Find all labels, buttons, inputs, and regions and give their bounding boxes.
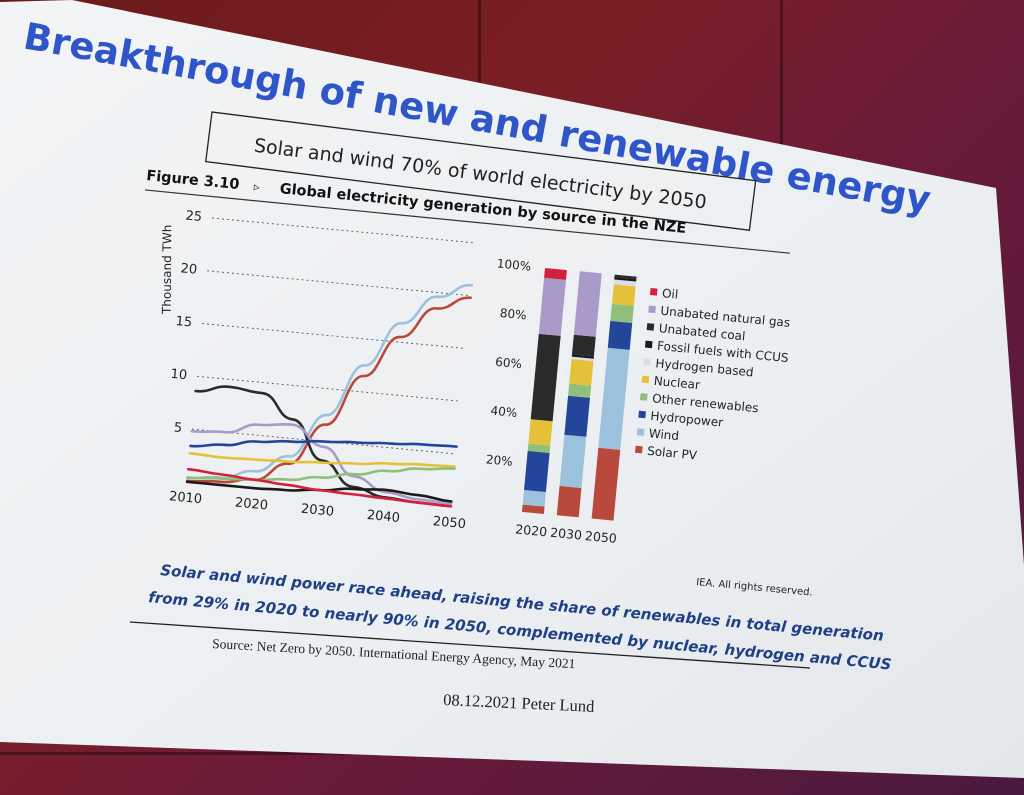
y-tick-label: 15 [175, 314, 193, 330]
x-tick-label: 2010 [168, 489, 202, 507]
legend-swatch-oil [649, 288, 658, 296]
bar-y-tick-label: 20% [485, 452, 513, 468]
bar-segment-solar-pv [591, 447, 621, 521]
legend-label: Wind [648, 426, 679, 443]
series-line-hydropower [189, 439, 458, 448]
bar-category-label: 2050 [584, 528, 617, 546]
bar-segment-hydropower [524, 450, 550, 493]
bar-segment-wind [598, 347, 630, 450]
grid-line [206, 270, 471, 297]
figure-heading-rule [144, 189, 790, 254]
legend-swatch-wind [636, 428, 645, 436]
bar-segment-unabated-natural-gas [538, 277, 566, 336]
line-chart: Thousand TWh 25 20 15 10 5 2010 2020 2030 2040 20… [160, 209, 476, 532]
y-tick-label: 20 [180, 261, 198, 277]
bar-segment-solar-pv [521, 504, 545, 514]
y-tick-label: 5 [173, 420, 183, 436]
legend-label: Solar PV [647, 444, 699, 463]
y-axis-label: Thousand TWh [160, 225, 175, 315]
x-tick-label: 2040 [366, 508, 400, 526]
legend-swatch-nuclear [641, 375, 650, 384]
bar-y-tick-label: 80% [499, 306, 527, 322]
bar-segment-nuclear [569, 359, 594, 386]
bar-segment-unabated-coal [530, 333, 561, 422]
y-tick-label: 10 [170, 367, 188, 383]
bar-segment-hydropower [564, 395, 590, 437]
series-line-oil [186, 467, 453, 508]
legend-swatch-unabated-coal [646, 323, 655, 331]
legend-swatch-solar-pv [635, 445, 643, 454]
bar-y-tick-label: 60% [495, 355, 523, 371]
bar-segment-hydrogen-based [571, 356, 594, 362]
series-line-other-renewables [186, 467, 456, 482]
bar-y-tick-label: 40% [490, 404, 518, 420]
bar-category-label: 2030 [550, 525, 583, 543]
series-line-unabated-natural-gas [190, 422, 453, 505]
legend-label: Hydropower [650, 409, 724, 430]
legend-label: Nuclear [653, 374, 700, 392]
x-tick-label: 2030 [300, 502, 334, 520]
bar-segment-fossil-fuels-with-ccus [614, 277, 637, 282]
legend-swatch-fossil-fuels-with-ccus [644, 340, 653, 349]
bar-segment-other-renewables [610, 303, 634, 324]
stacked-bar-chart: 100%80%60%40%20%2020 2030 2050OilUnabated … [485, 256, 790, 546]
bar-segment-solar-pv [556, 485, 582, 518]
series-line-nuclear [188, 452, 456, 468]
figure-marker: ▹ [253, 180, 260, 195]
y-tick-label: 25 [185, 209, 203, 225]
bar-y-tick-label: 100% [496, 256, 531, 273]
legend-swatch-other-renewables [639, 393, 648, 401]
grid-line [196, 375, 461, 402]
bar-segment-wind [522, 489, 546, 507]
legend-swatch-hydropower [638, 410, 646, 419]
slide-surface [0, 0, 1024, 778]
grid-line [201, 323, 466, 349]
bar-segment-other-renewables [527, 443, 551, 454]
bar-segment-nuclear [611, 284, 636, 306]
bar-segment-nuclear [528, 419, 553, 446]
grid-line [211, 217, 476, 244]
wall-panel-seam [478, 0, 481, 150]
bar-segment-unabated-coal [572, 334, 596, 357]
bar-segment-fossil-fuels-with-ccus [571, 354, 594, 359]
bar-segment-wind [559, 434, 587, 489]
grid-line [192, 428, 456, 455]
bar-segment-other-renewables [568, 383, 592, 398]
series-line-solar-pv [185, 296, 472, 484]
bar-category-label: 2020 [515, 521, 548, 539]
x-tick-label: 2050 [432, 514, 466, 532]
legend-swatch-hydrogen-based [643, 358, 651, 366]
bar-segment-hydropower [607, 320, 633, 350]
bar-segment-oil [544, 268, 567, 280]
bar-segment-unabated-natural-gas [573, 271, 602, 337]
legend-swatch-unabated-natural-gas [648, 305, 656, 314]
caption-rule [129, 621, 811, 669]
wall-panel-seam [780, 0, 783, 190]
bar-segment-unabated-coal [614, 274, 637, 280]
x-tick-label: 2020 [234, 495, 268, 513]
bar-segment-hydrogen-based [613, 279, 637, 287]
legend-label: Oil [661, 286, 678, 301]
